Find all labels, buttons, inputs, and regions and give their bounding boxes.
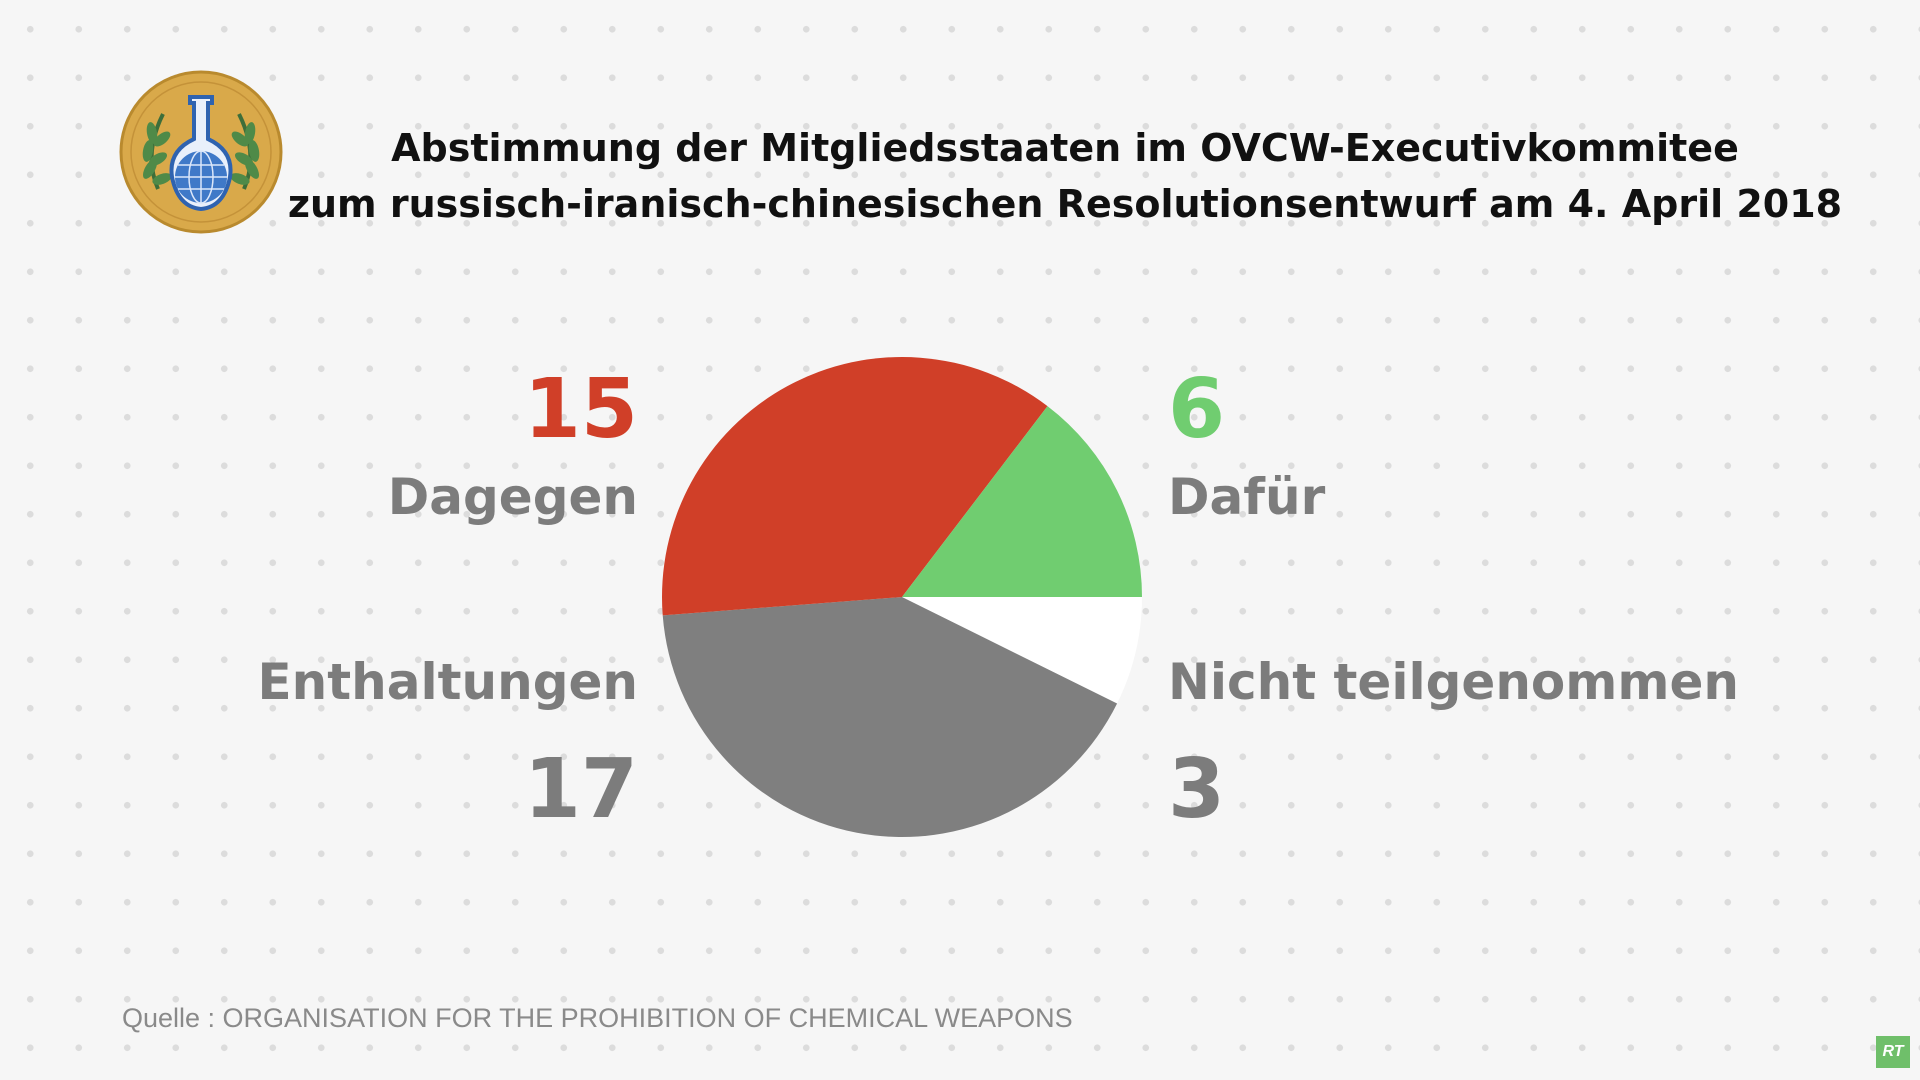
pie-chart — [662, 356, 1142, 838]
pie-slice-dafür — [902, 406, 1142, 597]
rt-logo: RT — [1876, 1036, 1910, 1068]
chart-title: Abstimmung der Mitgliedsstaaten im OVCW-… — [260, 120, 1870, 232]
chart-title-line-1: Abstimmung der Mitgliedsstaaten im OVCW-… — [391, 126, 1739, 170]
absent-value: 3 — [1168, 742, 1226, 837]
abstain-value: 17 — [523, 742, 638, 837]
against-value: 15 — [523, 362, 638, 457]
abstain-label: Enthaltungen — [257, 653, 638, 711]
absent-label: Nicht teilgenommen — [1168, 653, 1739, 711]
pie-slice-dagegen — [662, 356, 1048, 616]
for-label: Dafür — [1168, 468, 1326, 526]
chart-title-line-2: zum russisch-iranisch-chinesischen Resol… — [287, 182, 1843, 226]
opcw-emblem-icon — [119, 70, 283, 234]
pie-slice-nicht-teilgenommen — [902, 597, 1142, 704]
for-value: 6 — [1168, 362, 1226, 457]
source-note: Quelle : ORGANISATION FOR THE PROHIBITIO… — [122, 1003, 1073, 1033]
against-label: Dagegen — [387, 468, 638, 526]
pie-slice-enthaltungen — [662, 597, 1118, 838]
